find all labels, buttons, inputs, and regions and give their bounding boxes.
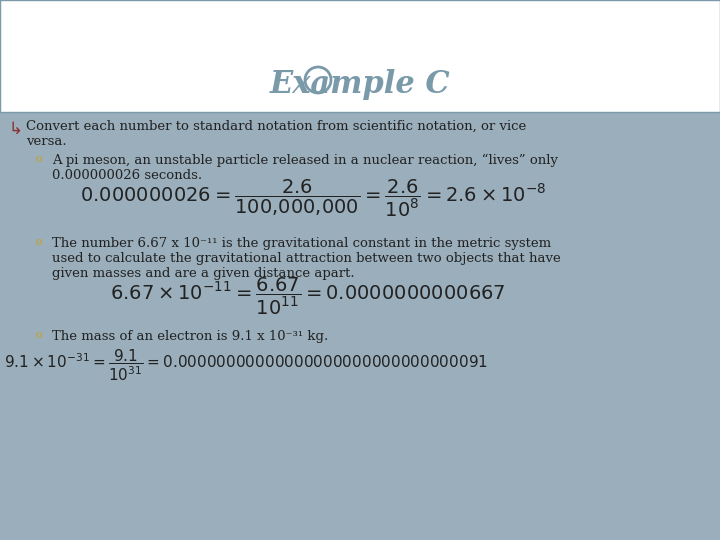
Bar — [0, 0, 720, 112]
Text: Convert each number to standard notation from scientific notation, or vice: Convert each number to standard notation… — [26, 120, 526, 133]
Text: versa.: versa. — [26, 135, 67, 148]
Text: $0.000000026 = \dfrac{2.6}{100{,}000{,}000} = \dfrac{2.6}{10^{8}} = 2.6\times10^: $0.000000026 = \dfrac{2.6}{100{,}000{,}0… — [80, 177, 546, 219]
Text: o: o — [36, 237, 42, 247]
Text: A pi meson, an unstable particle released in a nuclear reaction, “lives” only: A pi meson, an unstable particle release… — [52, 154, 558, 167]
Bar — [0, 0, 720, 112]
Text: used to calculate the gravitational attraction between two objects that have: used to calculate the gravitational attr… — [52, 252, 561, 265]
Text: Example C: Example C — [270, 69, 450, 99]
Text: $6.67\times10^{-11} = \dfrac{6.67}{10^{11}} = 0.0000000000667$: $6.67\times10^{-11} = \dfrac{6.67}{10^{1… — [110, 275, 505, 316]
Text: 0.000000026 seconds.: 0.000000026 seconds. — [52, 169, 202, 182]
Text: $9.1\times10^{-31} = \dfrac{9.1}{10^{31}} = 0.00000000000000000000000000000091$: $9.1\times10^{-31} = \dfrac{9.1}{10^{31}… — [4, 348, 488, 383]
Text: o: o — [36, 330, 42, 340]
Text: The mass of an electron is 9.1 x 10⁻³¹ kg.: The mass of an electron is 9.1 x 10⁻³¹ k… — [52, 330, 328, 343]
Text: o: o — [36, 154, 42, 164]
Text: ↳: ↳ — [8, 120, 22, 138]
Text: given masses and are a given distance apart.: given masses and are a given distance ap… — [52, 267, 355, 280]
Text: The number 6.67 x 10⁻¹¹ is the gravitational constant in the metric system: The number 6.67 x 10⁻¹¹ is the gravitati… — [52, 237, 551, 250]
